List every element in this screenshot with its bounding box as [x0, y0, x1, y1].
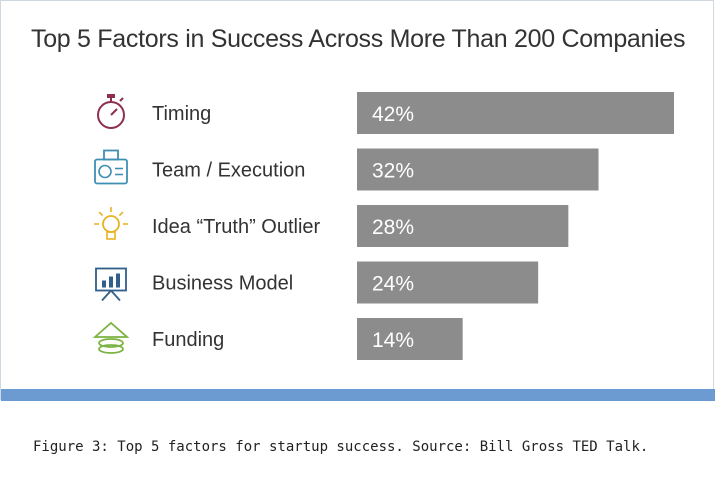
value-label: 24%	[372, 273, 414, 296]
bar	[357, 148, 599, 191]
factor-label: Team / Execution	[152, 160, 305, 182]
value-label: 42%	[372, 103, 414, 126]
bar	[357, 318, 463, 360]
figure-caption: Figure 3: Top 5 factors for startup succ…	[33, 439, 649, 455]
lightbulb-icon	[94, 207, 128, 240]
factor-label: Funding	[152, 329, 224, 351]
bar	[357, 92, 674, 134]
value-label: 28%	[372, 216, 414, 239]
chart-title: Top 5 Factors in Success Across More Tha…	[31, 25, 686, 53]
bar	[357, 205, 569, 247]
chart-area: Timing 42% Team / Execution 32% Idea “Truth”…	[92, 92, 674, 360]
presentation-chart-icon	[95, 267, 127, 302]
value-label: 14%	[372, 329, 414, 352]
value-label: 32%	[372, 160, 414, 183]
accent-bar	[1, 389, 715, 401]
coin-stack-icon	[92, 321, 130, 354]
slide-panel: Top 5 Factors in Success Across More Tha…	[0, 0, 715, 401]
factor-label: Timing	[152, 103, 211, 125]
stopwatch-icon	[97, 94, 125, 129]
bar	[357, 261, 539, 304]
factor-label: Business Model	[152, 273, 293, 295]
factor-label: Idea “Truth” Outlier	[152, 216, 321, 238]
id-badge-icon	[94, 149, 128, 185]
